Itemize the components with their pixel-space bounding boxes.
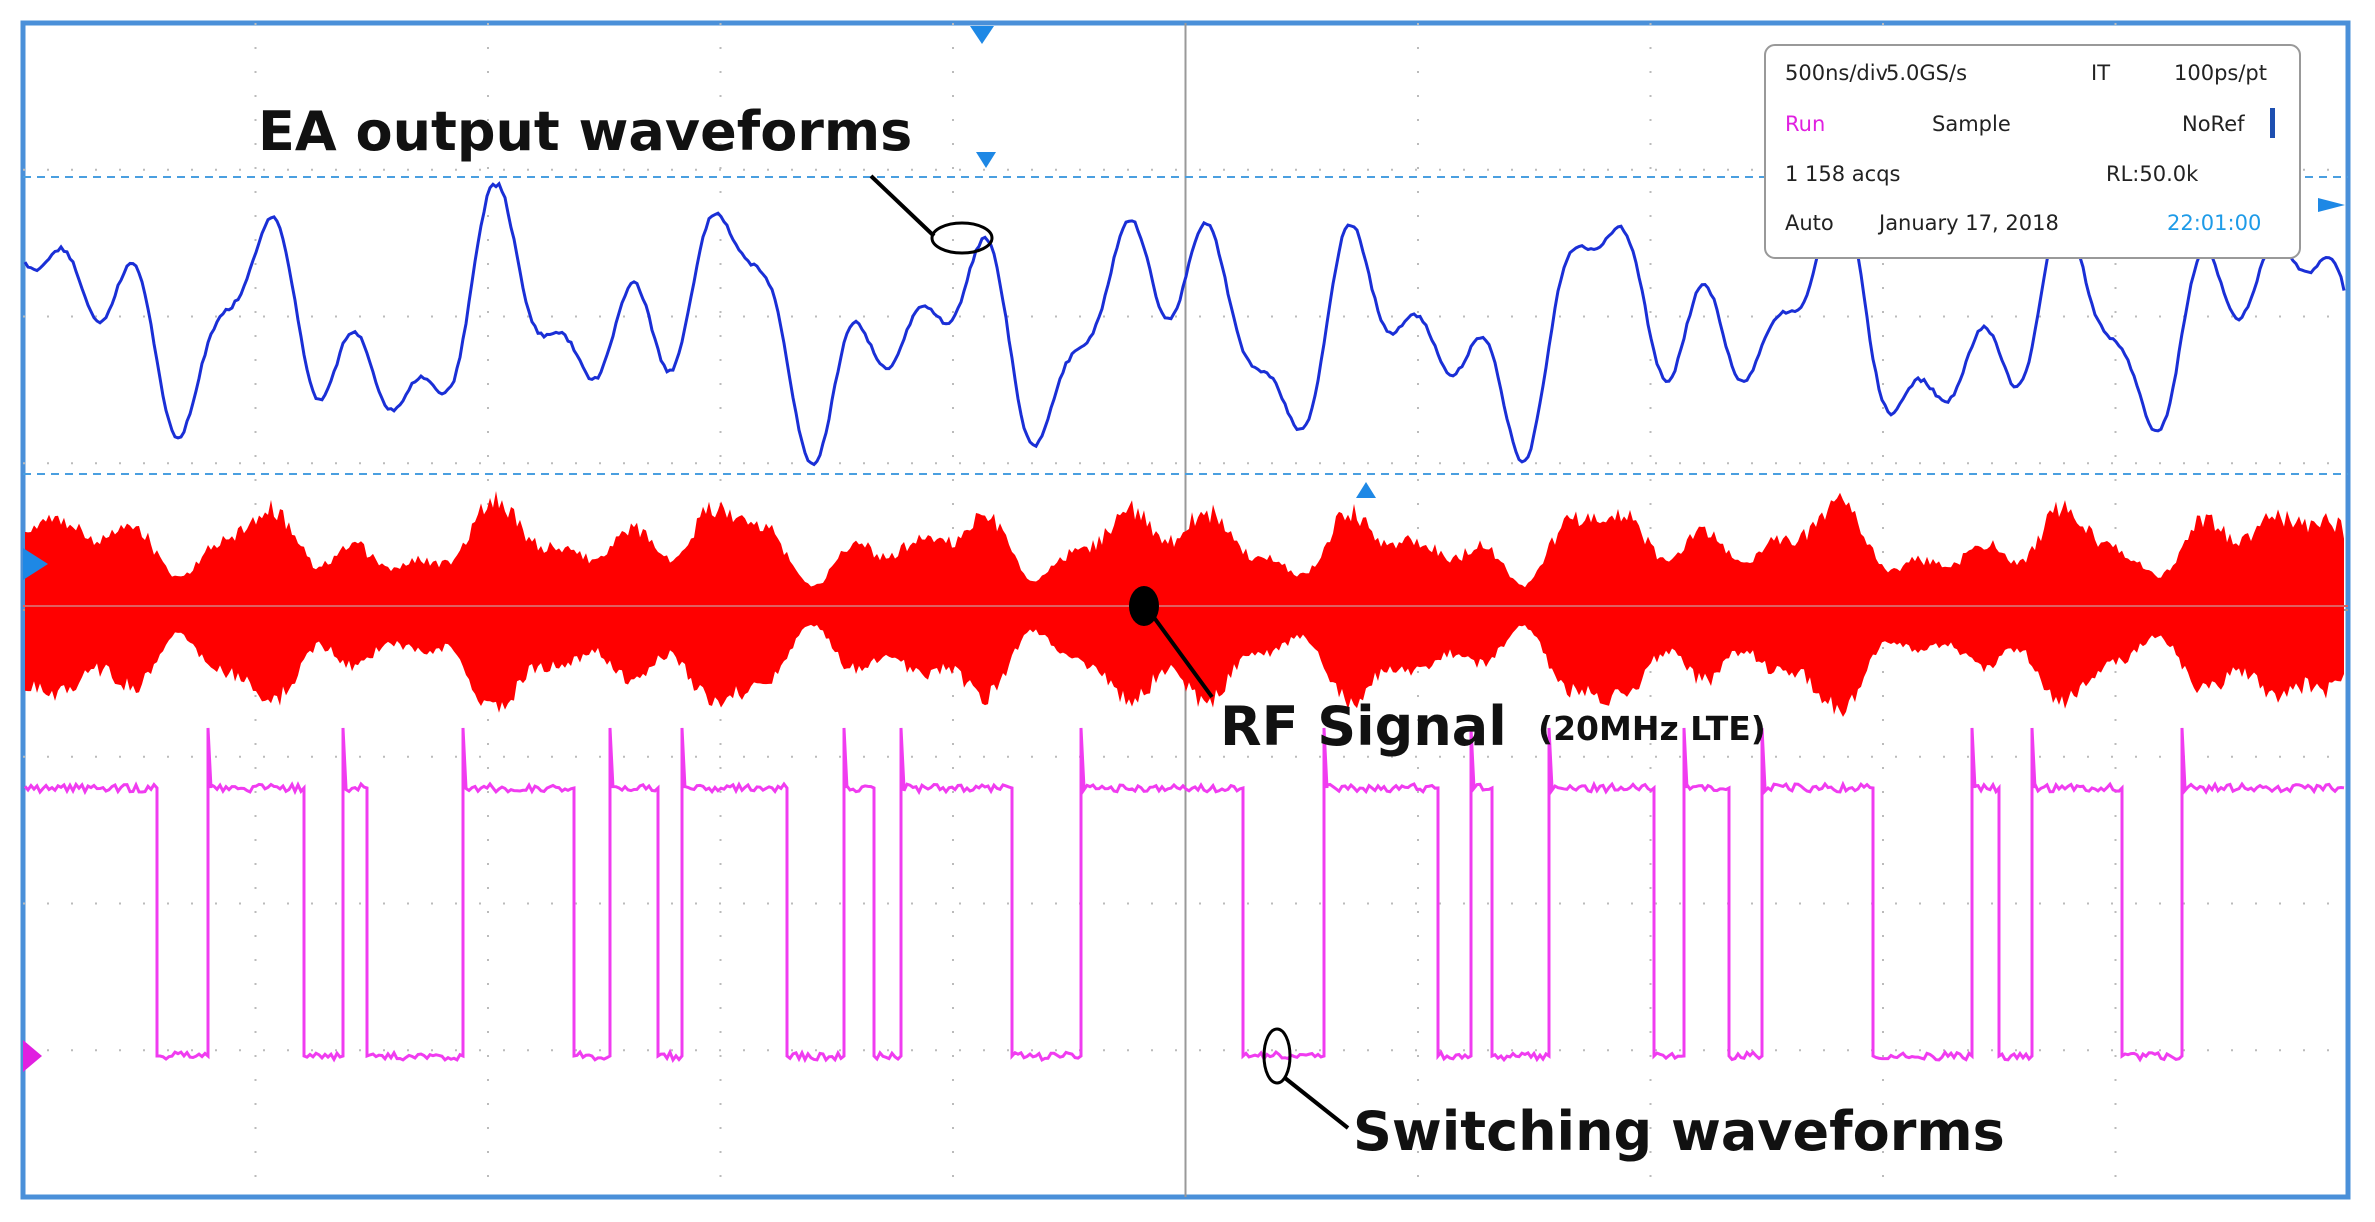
info-text: Sample: [1932, 112, 2011, 136]
annotation-dot: [1129, 586, 1159, 626]
info-text: Auto: [1785, 211, 1834, 235]
info-text: 5.0GS/s: [1886, 61, 1967, 85]
scope-screen: 500ns/div 5.0GS/s IT 100ps/pt Run Sample…: [0, 0, 2375, 1222]
annotation: EA output waveforms: [258, 100, 912, 163]
info-text: January 17, 2018: [1877, 211, 2059, 235]
ref-icon: [2270, 108, 2275, 138]
annotation: (20MHz LTE): [1538, 709, 1766, 748]
annotation: Switching waveforms: [1353, 1100, 2005, 1163]
info-text: RL:50.0k: [2106, 162, 2199, 186]
info-text: 500ns/div: [1785, 61, 1888, 85]
annotation: RF Signal: [1220, 695, 1507, 758]
info-text: 22:01:00: [2167, 211, 2261, 235]
info-text: IT: [2091, 61, 2110, 85]
page: 500ns/div 5.0GS/s IT 100ps/pt Run Sample…: [0, 0, 2375, 1222]
info-text: 100ps/pt: [2174, 61, 2267, 85]
info-text: Run: [1785, 112, 1825, 136]
info-text: NoRef: [2182, 112, 2245, 136]
info-text: 1 158 acqs: [1785, 162, 1900, 186]
